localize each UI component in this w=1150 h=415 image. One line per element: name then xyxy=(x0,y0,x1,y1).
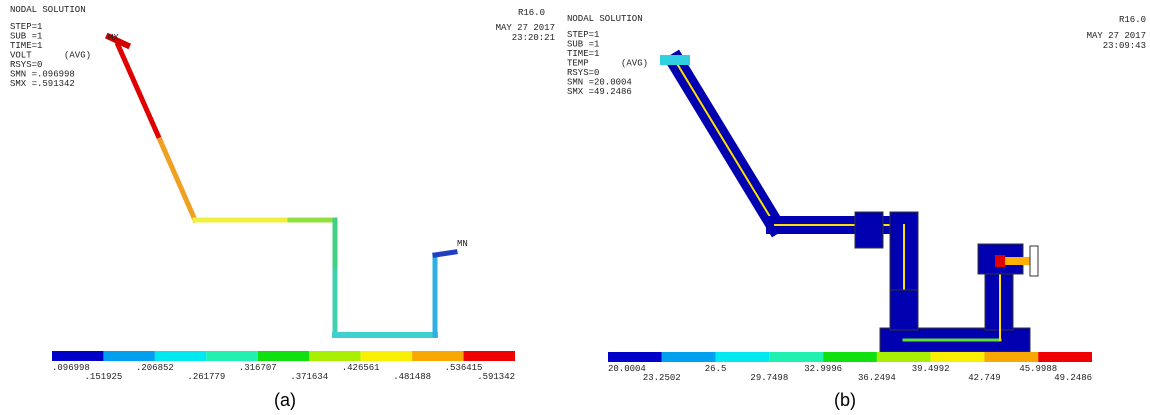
legend-label: 23.2502 xyxy=(643,373,681,383)
legend-swatch xyxy=(877,352,931,362)
legend-label: 39.4992 xyxy=(912,364,950,374)
legend-swatch xyxy=(931,352,985,362)
legend-swatch xyxy=(823,352,877,362)
legend-label: .316707 xyxy=(239,363,277,373)
legend-swatch xyxy=(662,352,716,362)
legend-label: 26.5 xyxy=(705,364,727,374)
legend-swatch xyxy=(155,351,206,361)
legend-swatch xyxy=(1038,352,1092,362)
panel-title: NODAL SOLUTION xyxy=(10,5,86,15)
legend-label: .371634 xyxy=(290,372,328,382)
legend-swatch xyxy=(103,351,154,361)
legend-label: .426561 xyxy=(342,363,380,373)
legend-swatch xyxy=(464,351,515,361)
legend-label: 32.9996 xyxy=(804,364,842,374)
date: MAY 27 2017 xyxy=(496,23,555,33)
info-line: STEP=1 xyxy=(567,30,599,40)
legend-swatch xyxy=(984,352,1038,362)
info-line: SMN =.096998 xyxy=(10,70,75,80)
legend-label: 36.2494 xyxy=(858,373,896,383)
legend-label: .151925 xyxy=(85,372,123,382)
info-line: SUB =1 xyxy=(567,40,599,50)
legend-label: .206852 xyxy=(136,363,174,373)
model-b xyxy=(660,55,1038,352)
info-line: SMX =.591342 xyxy=(10,79,75,89)
info-line: RSYS=0 xyxy=(10,60,42,70)
legend-swatch xyxy=(52,351,103,361)
caption: (b) xyxy=(834,390,856,410)
legend-label: .481488 xyxy=(393,372,431,382)
legend-swatch xyxy=(361,351,412,361)
time: 23:20:21 xyxy=(512,33,555,43)
legend-label: 42.749 xyxy=(968,373,1000,383)
info-line: TEMP (AVG) xyxy=(567,59,648,69)
legend-swatch xyxy=(716,352,770,362)
version: R16.0 xyxy=(1119,15,1146,25)
legend-label: 49.2486 xyxy=(1054,373,1092,383)
legend-swatch xyxy=(206,351,257,361)
legend-swatch xyxy=(769,352,823,362)
info-line: SUB =1 xyxy=(10,32,42,42)
info-line: TIME=1 xyxy=(10,41,42,51)
legend-label: .591342 xyxy=(477,372,515,382)
time: 23:09:43 xyxy=(1103,41,1146,51)
legend-swatch xyxy=(412,351,463,361)
figure: NODAL SOLUTIONSTEP=1SUB =1TIME=1VOLT (AV… xyxy=(0,0,1150,415)
date: MAY 27 2017 xyxy=(1087,31,1146,41)
model-a xyxy=(105,33,455,335)
caption: (a) xyxy=(274,390,296,410)
version: R16.0 xyxy=(518,8,545,18)
legend-label: 29.7498 xyxy=(750,373,788,383)
legend-swatch xyxy=(258,351,309,361)
legend-swatch xyxy=(309,351,360,361)
legend-label: 20.0004 xyxy=(608,364,646,374)
info-line: VOLT (AVG) xyxy=(10,51,91,61)
legend-swatch xyxy=(608,352,662,362)
info-line: STEP=1 xyxy=(10,22,42,32)
max-label: MX xyxy=(108,33,119,43)
info-line: SMN =20.0004 xyxy=(567,78,632,88)
panel-title: NODAL SOLUTION xyxy=(567,14,643,24)
info-line: SMX =49.2486 xyxy=(567,87,632,97)
legend-label: 45.9988 xyxy=(1019,364,1057,374)
legend-label: .261779 xyxy=(187,372,225,382)
info-line: TIME=1 xyxy=(567,49,599,59)
info-line: RSYS=0 xyxy=(567,68,599,78)
min-label: MN xyxy=(457,239,468,249)
